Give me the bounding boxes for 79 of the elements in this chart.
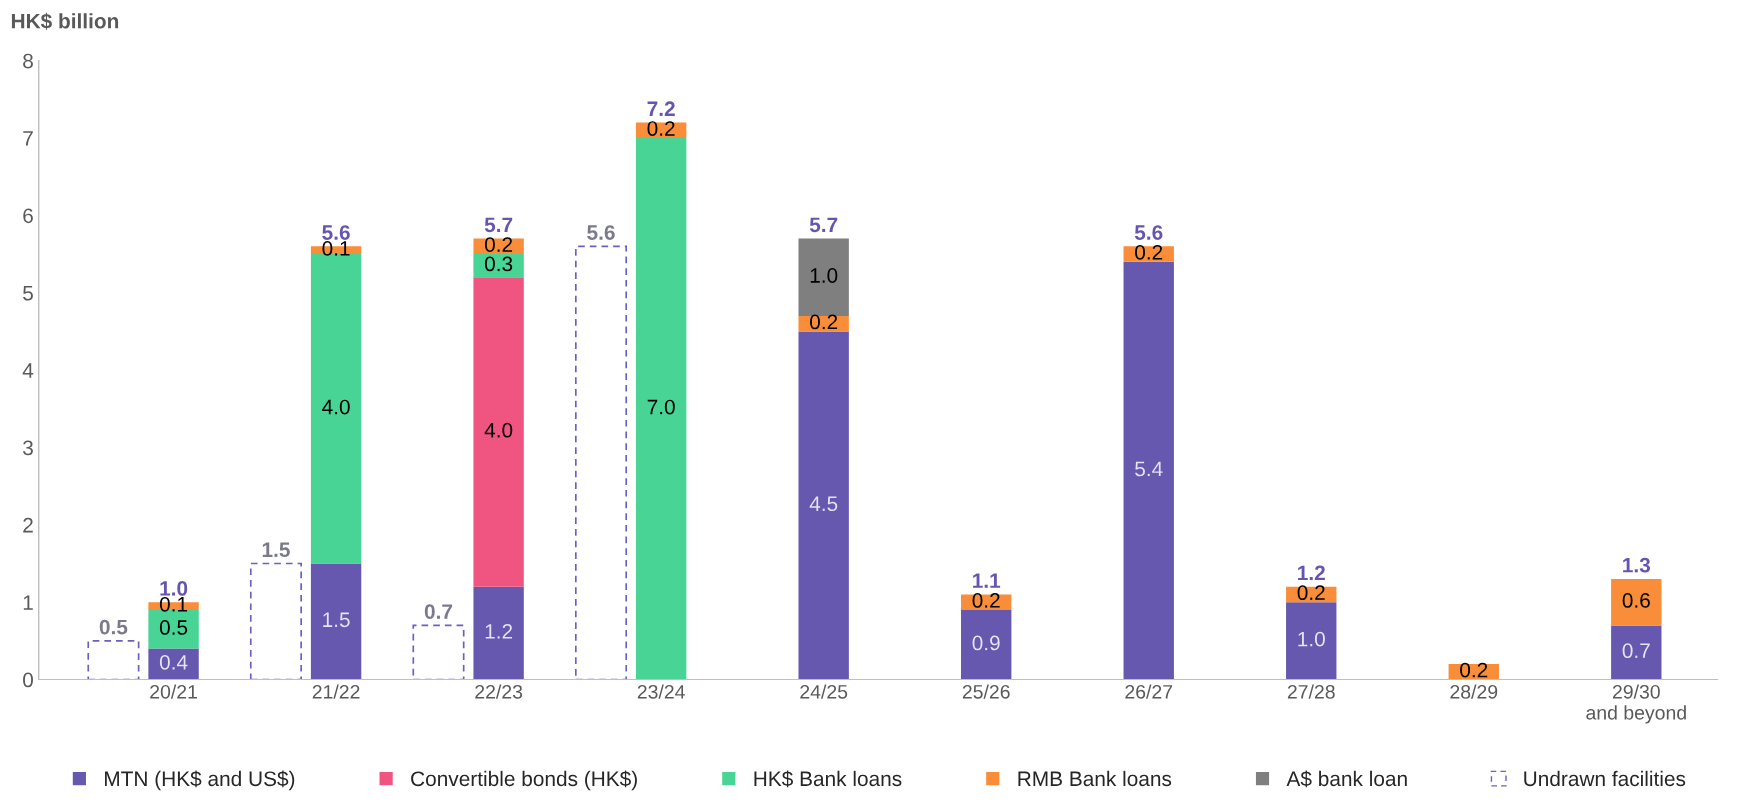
bar: [473, 277, 524, 587]
data-label: 0.2: [810, 314, 838, 330]
data-label: 5.4: [1135, 461, 1163, 477]
data-label: 0.2: [1135, 244, 1163, 260]
bar: [961, 609, 1012, 680]
data-label: 1.5: [323, 612, 350, 628]
data-label: 0.5: [99, 619, 128, 635]
y-tick-label: 1: [23, 595, 33, 610]
legend-label: Undrawn facilities: [1524, 770, 1686, 787]
x-tick-label: 20/21: [150, 684, 197, 699]
x-tick-label: 26/27: [1125, 684, 1173, 699]
legend-label: A$ bank loan: [1286, 770, 1407, 788]
data-label: 4.0: [484, 422, 513, 438]
bar: [473, 586, 524, 680]
bar: [310, 563, 362, 680]
total-label: 7.2: [647, 101, 675, 116]
y-tick-label: 0: [23, 672, 33, 688]
y-tick-label: 3: [23, 440, 33, 456]
y-axis-title: HK$ billion: [11, 12, 119, 30]
bar: [635, 138, 687, 680]
x-tick-label: 22/23: [475, 684, 523, 699]
data-label: 1.5: [262, 542, 290, 558]
data-label: 5.6: [587, 225, 615, 240]
data-label: 0.2: [1297, 585, 1325, 601]
x-tick-label: 25/26: [962, 684, 1010, 699]
bar: [1123, 261, 1174, 680]
total-label: 1.1: [973, 573, 1001, 588]
data-label: 0.2: [972, 593, 1000, 608]
data-label: 0.7: [1622, 643, 1650, 659]
bar: [798, 331, 849, 680]
total-label: 5.7: [484, 217, 513, 233]
y-tick-label: 8: [23, 53, 33, 69]
bar: [473, 254, 524, 278]
total-label: 5.6: [1134, 225, 1163, 240]
bar: [1611, 578, 1662, 626]
data-label: 0.2: [484, 237, 513, 252]
data-label: 4.5: [809, 496, 838, 512]
data-label: 0.6: [1622, 593, 1650, 608]
data-label: 0.4: [159, 654, 188, 670]
data-label: 0.3: [484, 256, 513, 272]
data-label: 0.5: [159, 620, 188, 635]
y-tick-label: 7: [23, 131, 33, 146]
bar: [412, 624, 465, 680]
x-tick-label: 21/22: [312, 684, 360, 699]
y-tick-label: 4: [22, 363, 34, 378]
data-label: 1.0: [1298, 631, 1325, 647]
legend-label: MTN (HK$ and US$): [105, 770, 295, 791]
data-label: 4.0: [322, 399, 350, 415]
legend-label: RMB Bank loans: [1018, 770, 1172, 787]
legend-label: Convertible bonds (HK$): [411, 770, 637, 791]
data-label: 0.2: [647, 121, 675, 136]
y-tick-label: 2: [23, 517, 33, 533]
bar: [1611, 625, 1662, 680]
y-tick-label: 6: [23, 208, 33, 224]
x-tick-label: 27/28: [1287, 684, 1335, 699]
x-tick-label: 29/30 and beyond: [1586, 684, 1686, 724]
total-label: 1.2: [1298, 565, 1325, 581]
total-label: 1.3: [1623, 557, 1651, 573]
data-label: 1.2: [485, 623, 513, 639]
data-label: 0.2: [1460, 662, 1488, 678]
data-label: 1.0: [810, 268, 838, 283]
bar: [310, 254, 362, 564]
bar: [87, 640, 140, 680]
bar: [148, 648, 199, 680]
y-tick-label: 5: [23, 285, 33, 301]
bar: [1286, 602, 1337, 680]
x-tick-label: 23/24: [637, 684, 685, 699]
x-tick-label: 28/29: [1450, 684, 1498, 699]
x-tick-label: 24/25: [800, 684, 848, 699]
total-label: 1.0: [160, 581, 188, 596]
data-label: 0.9: [972, 635, 1000, 651]
total-label: 5.7: [809, 217, 838, 233]
legend-label: HK$ Bank loans: [754, 770, 902, 788]
bar: [574, 245, 628, 680]
total-label: 5.6: [322, 225, 350, 240]
data-label: 7.0: [647, 399, 675, 415]
bar: [798, 238, 849, 316]
data-label: 0.7: [424, 604, 453, 619]
bar: [249, 562, 302, 680]
